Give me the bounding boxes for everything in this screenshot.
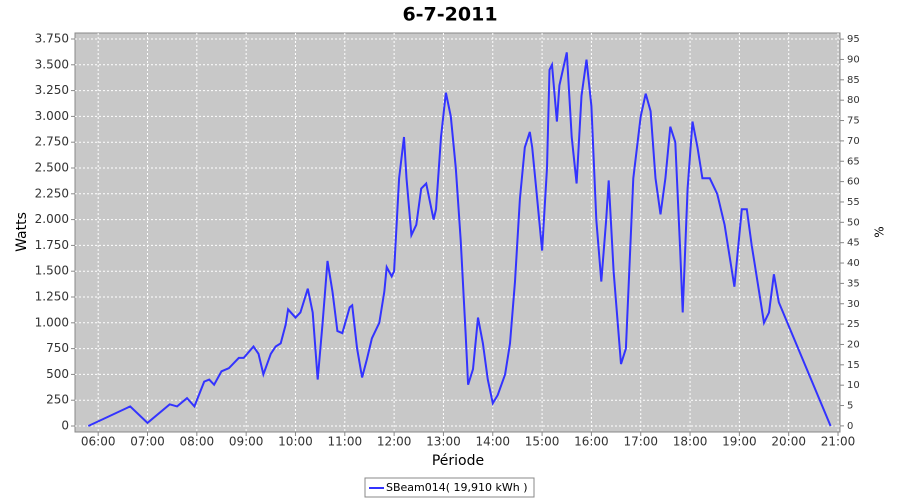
y2-tick-label: 20 [847, 339, 860, 350]
x-tick-label: 19:00 [722, 435, 757, 449]
y2-tick-label: 55 [847, 197, 860, 208]
y2-tick-label: 10 [847, 380, 860, 391]
y-tick-label: 500 [46, 367, 69, 381]
x-tick-label: 20:00 [771, 435, 806, 449]
x-tick-label: 11:00 [328, 435, 363, 449]
x-tick-label: 06:00 [81, 435, 116, 449]
y-tick-label: 1.750 [35, 238, 69, 252]
y-tick-label: 3.750 [35, 31, 69, 45]
legend [364, 477, 535, 498]
x-tick-label: 17:00 [623, 435, 658, 449]
y2-axis-title: % [873, 226, 887, 237]
y-tick-label: 3.250 [35, 83, 69, 97]
x-tick-label: 14:00 [475, 435, 510, 449]
y2-tick-label: 50 [847, 217, 860, 228]
x-tick-label: 13:00 [426, 435, 461, 449]
y2-tick-label: 35 [847, 278, 860, 289]
y2-tick-label: 15 [847, 360, 860, 371]
y2-tick-label: 70 [847, 136, 860, 147]
y-tick-label: 1.250 [35, 290, 69, 304]
y2-tick-label: 90 [847, 54, 860, 65]
x-tick-label: 21:00 [821, 435, 856, 449]
x-tick-label: 07:00 [130, 435, 165, 449]
x-tick-label: 09:00 [229, 435, 264, 449]
y-tick-label: 2.750 [35, 135, 69, 149]
data-line [87, 52, 832, 427]
y-tick-label: 2.000 [35, 212, 69, 226]
y-tick-label: 3.000 [35, 109, 69, 123]
y-tick-label: 2.250 [35, 186, 69, 200]
y2-tick-label: 85 [847, 75, 860, 86]
y2-tick-label: 0 [847, 421, 853, 432]
y-tick-label: 250 [46, 393, 69, 407]
x-tick-label: 12:00 [377, 435, 412, 449]
y-axis-title: Watts [14, 212, 30, 252]
chart-title: 6-7-2011 [402, 4, 497, 26]
y2-tick-label: 45 [847, 238, 860, 249]
y2-tick-label: 65 [847, 156, 860, 167]
y-tick-label: 2.500 [35, 160, 69, 174]
y2-tick-label: 60 [847, 177, 860, 188]
y2-tick-label: 40 [847, 258, 860, 269]
y-tick-label: 3.500 [35, 57, 69, 71]
x-axis-title: Période [432, 453, 484, 469]
y2-tick-label: 30 [847, 299, 860, 310]
y2-tick-label: 95 [847, 34, 860, 45]
x-tick-label: 18:00 [673, 435, 708, 449]
x-tick-label: 10:00 [278, 435, 313, 449]
plot-area [74, 32, 841, 433]
y2-tick-label: 25 [847, 319, 860, 330]
legend-label: SBeam014( 19,910 kWh ) [386, 481, 528, 494]
y2-tick-label: 75 [847, 116, 860, 127]
y-tick-label: 1.500 [35, 264, 69, 278]
y2-tick-label: 80 [847, 95, 860, 106]
y-tick-label: 1.000 [35, 315, 69, 329]
y2-tick-label: 5 [847, 401, 853, 412]
x-tick-label: 08:00 [180, 435, 215, 449]
y-tick-label: 750 [46, 341, 69, 355]
x-tick-label: 16:00 [574, 435, 609, 449]
x-tick-label: 15:00 [525, 435, 560, 449]
y-tick-label: 0 [61, 419, 69, 433]
